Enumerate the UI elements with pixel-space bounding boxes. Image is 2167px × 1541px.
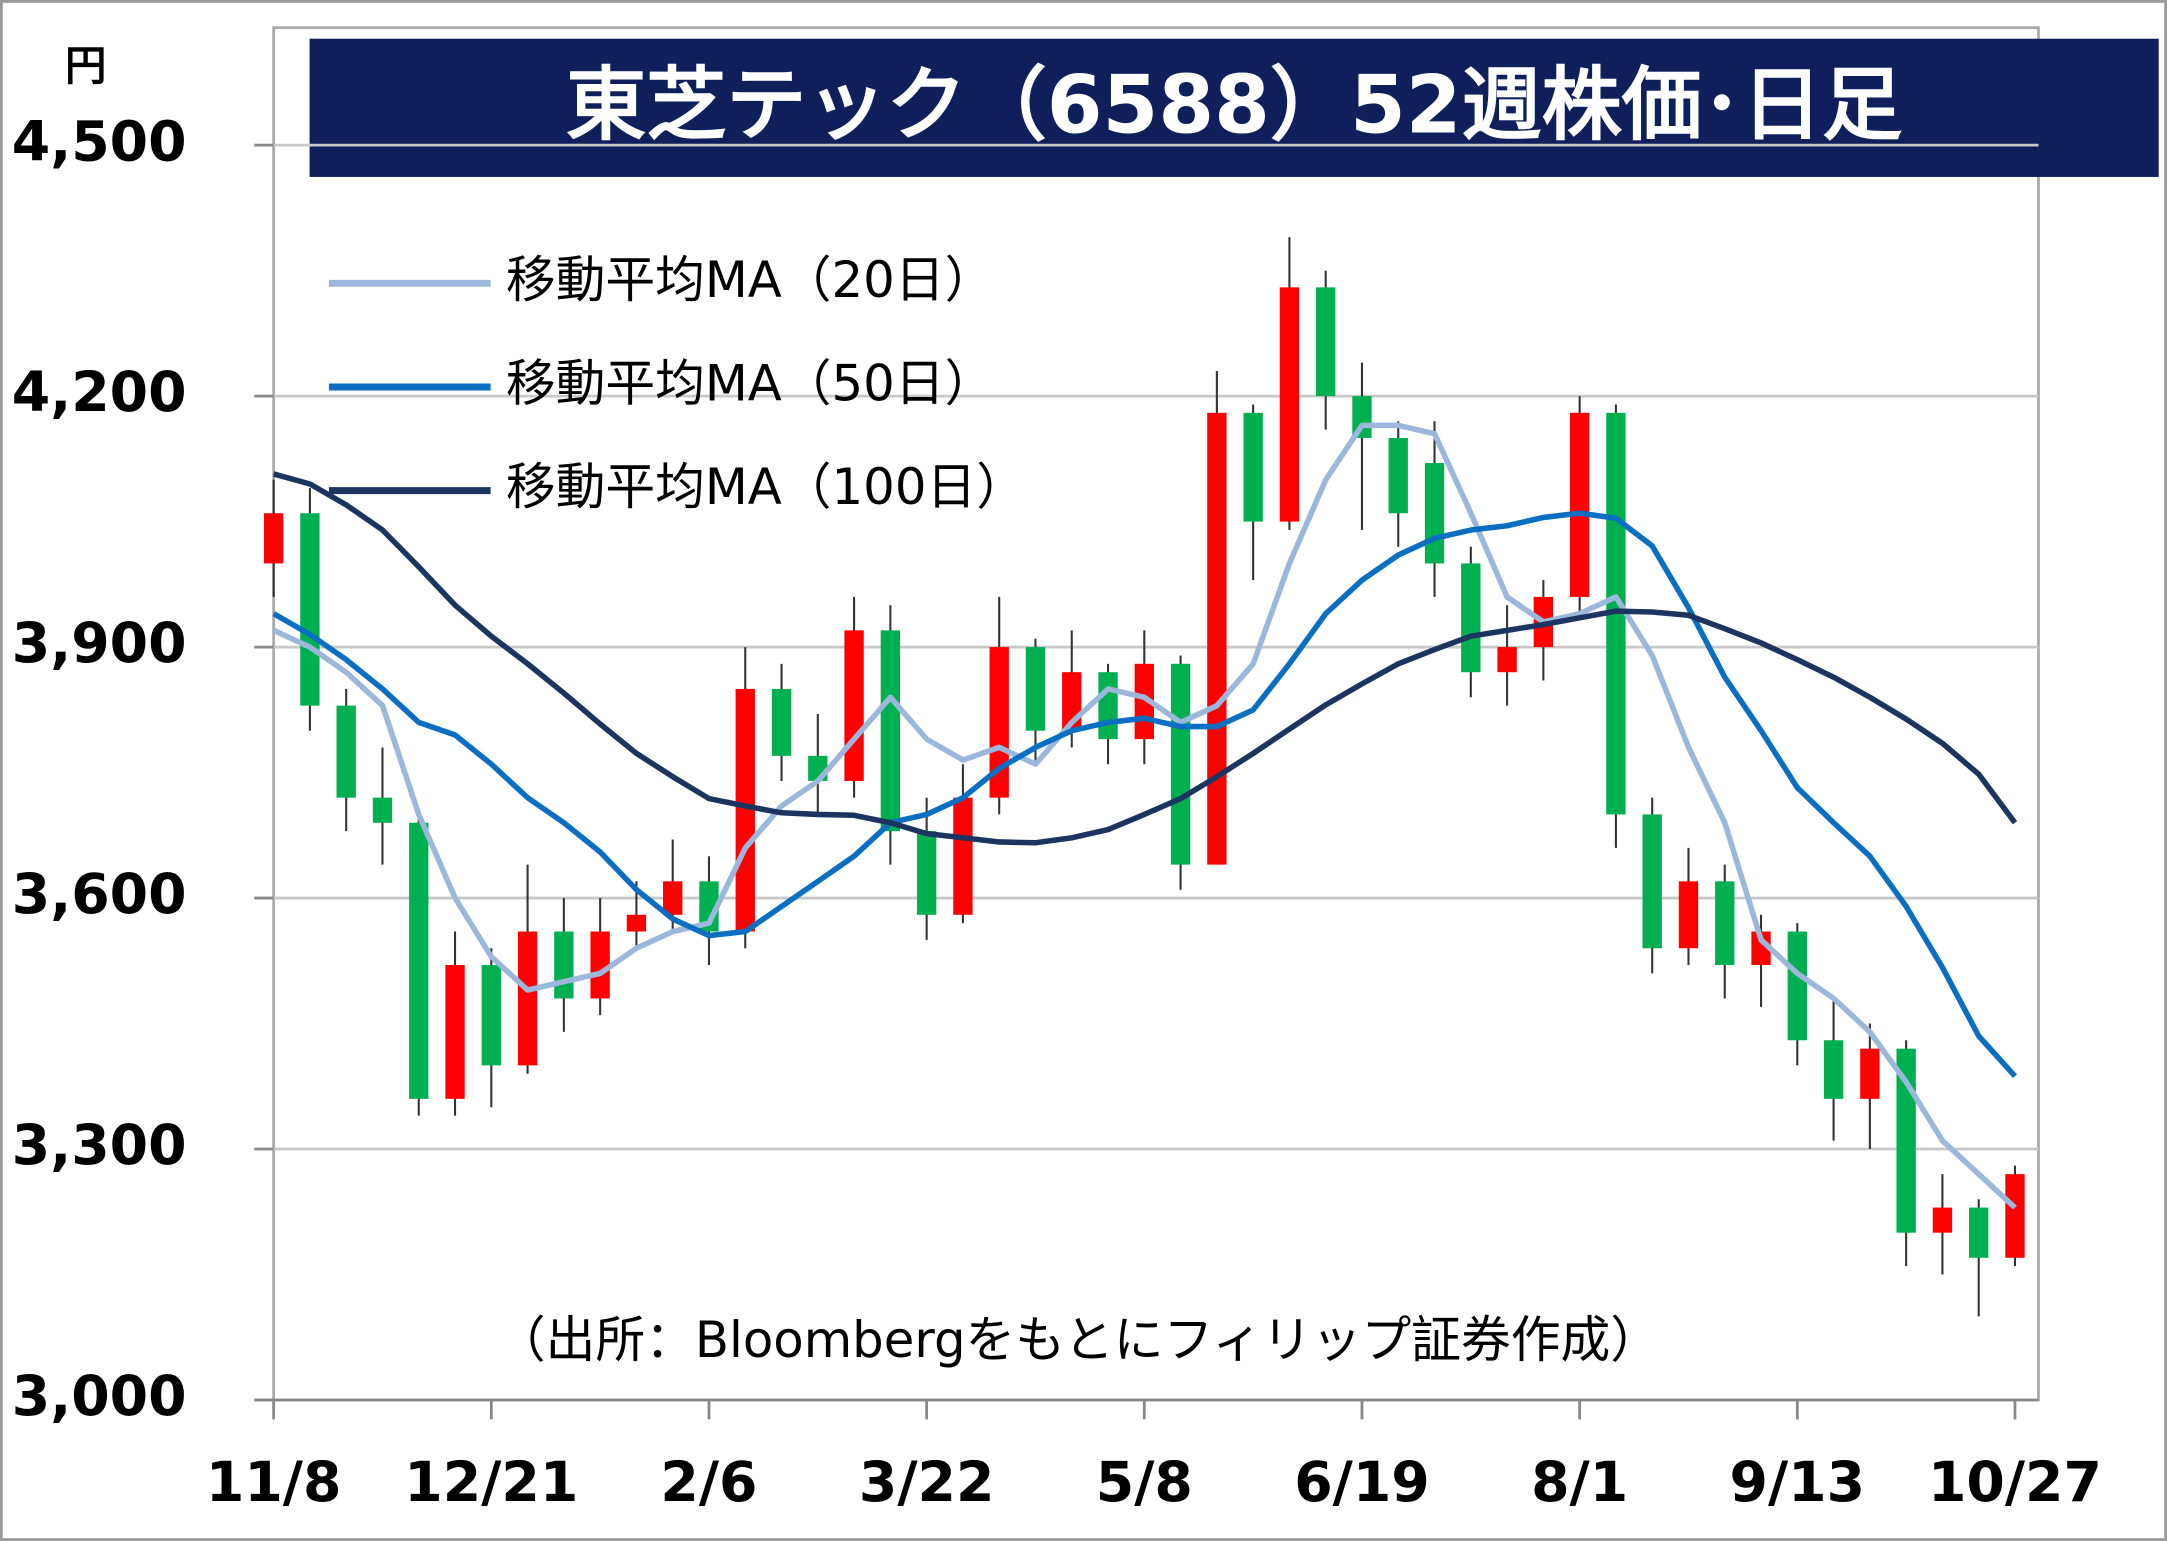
- x-tick-label: 10/27: [1928, 1451, 2102, 1515]
- candle-body: [1932, 1207, 1953, 1233]
- legend-label: 移動平均MA（50日）: [506, 354, 995, 412]
- candle-body: [626, 914, 647, 932]
- candle-body: [1787, 931, 1807, 1041]
- candle-body: [372, 797, 393, 823]
- candle-body: [445, 964, 465, 1099]
- y-tick-label: 3,000: [12, 1365, 187, 1429]
- candle-body: [517, 931, 538, 1066]
- source-note: （出所：Bloombergをもとにフィリップ証券作成）: [496, 1311, 1660, 1369]
- candle-body: [1388, 437, 1408, 514]
- candle-body: [1243, 412, 1263, 522]
- candle-body: [1497, 647, 1517, 673]
- legend-label: 移動平均MA（20日）: [506, 251, 995, 309]
- y-tick-label: 3,900: [12, 612, 187, 676]
- candle-body: [771, 688, 792, 756]
- candle-body: [1751, 931, 1771, 965]
- x-tick-label: 2/6: [660, 1451, 757, 1515]
- candle-body: [844, 630, 864, 781]
- candle-body: [1715, 881, 1735, 965]
- candle-body: [1424, 463, 1445, 564]
- x-tick-label: 9/13: [1730, 1451, 1866, 1515]
- legend-label: 移動平均MA（100日）: [506, 458, 1026, 516]
- candle-body: [953, 797, 973, 915]
- y-unit: 円: [65, 42, 106, 90]
- candle-body: [989, 647, 1009, 798]
- candle-body: [1461, 563, 1481, 673]
- candle-body: [300, 513, 320, 706]
- candle-body: [409, 822, 429, 1099]
- y-tick-label: 4,500: [12, 110, 187, 174]
- candle-body: [1279, 287, 1300, 522]
- x-tick-label: 12/21: [404, 1451, 578, 1515]
- x-tick-label: 6/19: [1294, 1451, 1430, 1515]
- chart-title: 東芝テック（6588）52週株価･日足: [566, 59, 1902, 152]
- title-banner: [309, 38, 2159, 177]
- x-tick-label: 8/1: [1531, 1451, 1628, 1515]
- candle-body: [1025, 647, 1046, 731]
- ma-line: [272, 471, 2018, 846]
- candle-body: [663, 881, 683, 915]
- candle-body: [1969, 1207, 1989, 1258]
- x-tick-label: 11/8: [206, 1451, 342, 1515]
- candle-body: [1316, 287, 1336, 397]
- candle-body: [1098, 672, 1118, 740]
- candle-body: [263, 513, 284, 564]
- candle-body: [1642, 814, 1662, 949]
- candle-body: [880, 630, 901, 832]
- candle-body: [554, 931, 574, 999]
- ma-line: [272, 510, 2018, 1079]
- y-tick-label: 4,200: [12, 361, 187, 425]
- candle-body: [735, 688, 755, 932]
- candle-body: [336, 705, 356, 798]
- x-tick-label: 3/22: [859, 1451, 995, 1515]
- candle-body: [1569, 412, 1590, 597]
- candle-body: [1678, 881, 1699, 949]
- candle-body: [481, 964, 501, 1066]
- candle-body: [1823, 1040, 1844, 1099]
- candle-body: [1170, 663, 1191, 865]
- candle-body: [1207, 412, 1227, 865]
- y-tick-label: 3,300: [12, 1114, 187, 1178]
- y-tick-label: 3,600: [12, 863, 187, 927]
- x-tick-label: 5/8: [1096, 1451, 1193, 1515]
- candle-body: [1860, 1048, 1880, 1099]
- ma-line: [272, 422, 2017, 1210]
- candle-body: [590, 931, 610, 999]
- candle-body: [2005, 1174, 2025, 1258]
- candle-body: [916, 831, 937, 915]
